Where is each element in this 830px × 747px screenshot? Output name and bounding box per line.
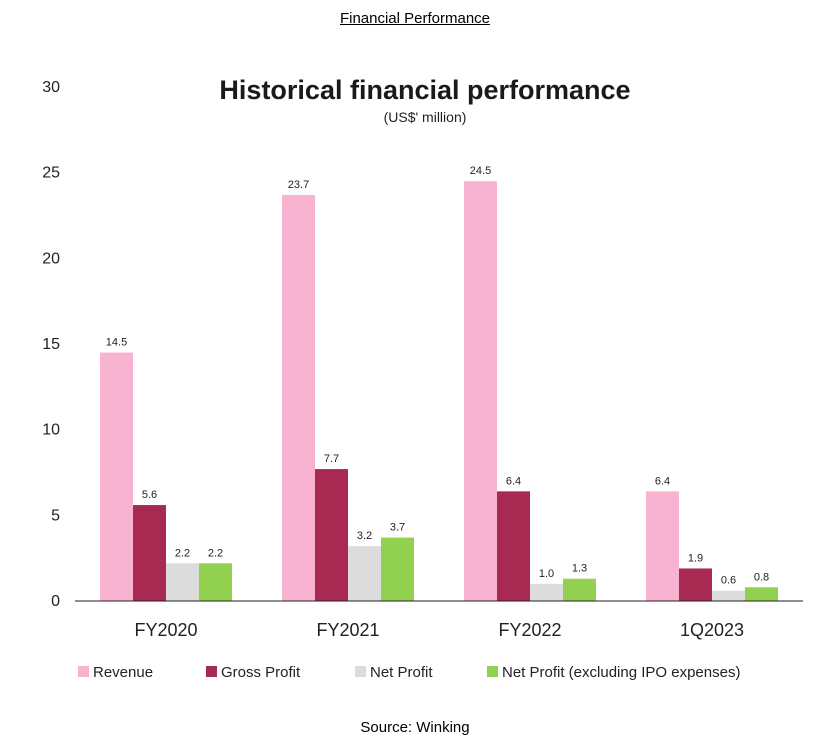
legend-swatch [206, 666, 217, 677]
y-axis: 0 5 10 15 20 25 30 [42, 79, 60, 610]
bar-value-label: 2.2 [175, 547, 190, 559]
bar-value-label: 3.2 [357, 530, 372, 542]
bar-value-label: 24.5 [470, 165, 491, 177]
bar-value-label: 6.4 [655, 475, 670, 487]
bar-net-profit-fy2020 [166, 563, 199, 601]
legend-swatch [355, 666, 366, 677]
bar-value-label: 1.3 [572, 563, 587, 575]
legend-label: Gross Profit [221, 664, 301, 681]
bar-gross-profit-fy2022 [497, 491, 530, 601]
x-category-label: FY2022 [498, 620, 561, 640]
bars-group: 14.5 5.6 2.2 2.2 23.7 7.7 3.2 3.7 24.5 6.4 1.0 1.3 6… [100, 165, 778, 601]
legend-swatch [78, 666, 89, 677]
bar-value-label: 7.7 [324, 453, 339, 465]
legend-swatch [487, 666, 498, 677]
bar-value-label: 0.6 [721, 575, 736, 587]
bar-net-profit-fy2022 [530, 583, 563, 601]
bar-value-label: 6.4 [506, 475, 521, 487]
bar-value-label: 0.8 [754, 571, 769, 583]
bar-value-label: 2.2 [208, 547, 223, 559]
page-heading: Financial Performance [339, 10, 491, 27]
bar-net-profit-excluding-ipo-expenses-1q2023 [745, 587, 778, 601]
y-tick-label: 15 [42, 336, 60, 353]
bar-revenue-fy2022 [464, 181, 497, 601]
x-axis: FY2020 FY2021 FY2022 1Q2023 [75, 600, 803, 640]
bar-value-label: 1.9 [688, 552, 703, 564]
legend-label: Revenue [93, 664, 153, 681]
bar-net-profit-excluding-ipo-expenses-fy2020 [199, 563, 232, 601]
bar-net-profit-excluding-ipo-expenses-fy2022 [563, 578, 596, 601]
bar-gross-profit-fy2021 [315, 469, 348, 601]
x-category-label: FY2020 [134, 620, 197, 640]
bar-revenue-1q2023 [646, 491, 679, 601]
bar-net-profit-1q2023 [712, 590, 745, 601]
bar-revenue-fy2021 [282, 194, 315, 601]
chart-subtitle: (US$' million) [384, 109, 467, 125]
y-tick-label: 10 [42, 422, 60, 439]
source-note: Source: Winking [360, 719, 470, 736]
legend: Revenue Gross Profit Net Profit Net Profit … [78, 664, 740, 681]
y-tick-label: 25 [42, 165, 60, 182]
y-tick-label: 20 [42, 250, 60, 267]
chart-title: Historical financial performance [219, 75, 630, 105]
bar-gross-profit-1q2023 [679, 568, 712, 601]
x-category-label: FY2021 [316, 620, 379, 640]
bar-value-label: 3.7 [390, 522, 405, 534]
bar-gross-profit-fy2020 [133, 505, 166, 601]
bar-value-label: 1.0 [539, 568, 554, 580]
x-category-label: 1Q2023 [680, 620, 744, 640]
bar-value-label: 23.7 [288, 179, 309, 191]
bar-revenue-fy2020 [100, 352, 133, 601]
legend-label: Net Profit (excluding IPO expenses) [502, 664, 740, 681]
legend-label: Net Profit [370, 664, 433, 681]
y-tick-label: 0 [51, 593, 60, 610]
bar-net-profit-excluding-ipo-expenses-fy2021 [381, 537, 414, 601]
bar-net-profit-fy2021 [348, 546, 381, 601]
bar-value-label: 14.5 [106, 337, 127, 349]
financial-bar-chart: Historical financial performance (US$' m… [42, 75, 803, 681]
y-tick-label: 5 [51, 507, 60, 524]
y-tick-label: 30 [42, 79, 60, 96]
bar-value-label: 5.6 [142, 489, 157, 501]
